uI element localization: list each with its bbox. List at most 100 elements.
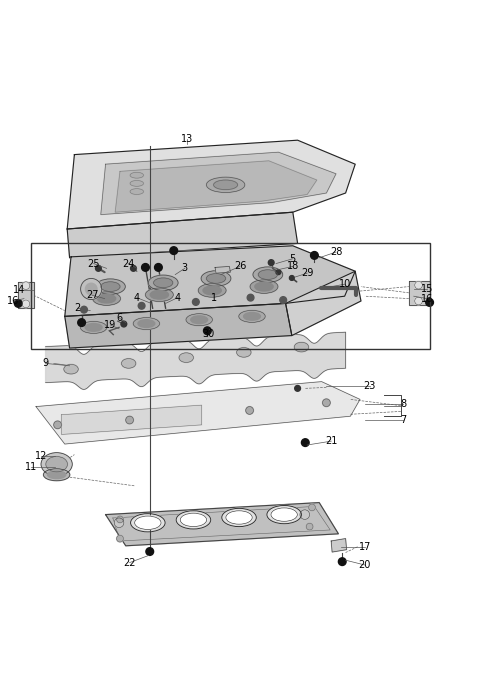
Circle shape: [338, 558, 346, 565]
Circle shape: [280, 297, 287, 304]
Circle shape: [81, 306, 87, 313]
Circle shape: [300, 510, 310, 519]
Polygon shape: [409, 281, 430, 305]
Circle shape: [415, 297, 422, 305]
Ellipse shape: [180, 513, 206, 526]
Ellipse shape: [48, 471, 66, 479]
Text: 4: 4: [134, 292, 140, 303]
Text: 23: 23: [363, 381, 376, 392]
Text: 18: 18: [287, 262, 299, 272]
Polygon shape: [18, 282, 34, 309]
Ellipse shape: [121, 359, 136, 369]
Circle shape: [22, 282, 30, 290]
Circle shape: [276, 270, 281, 274]
Text: 29: 29: [301, 268, 313, 279]
Text: 16: 16: [7, 296, 20, 306]
Ellipse shape: [85, 324, 102, 332]
Ellipse shape: [43, 469, 70, 481]
Circle shape: [323, 399, 330, 407]
Circle shape: [126, 416, 133, 424]
Circle shape: [117, 516, 123, 523]
Ellipse shape: [294, 342, 309, 352]
Ellipse shape: [148, 275, 178, 290]
Ellipse shape: [271, 508, 297, 521]
Ellipse shape: [186, 313, 212, 326]
Circle shape: [14, 299, 22, 307]
Text: 17: 17: [359, 542, 371, 551]
Circle shape: [268, 260, 274, 265]
Ellipse shape: [243, 313, 260, 320]
Text: 15: 15: [421, 284, 433, 294]
Text: 5: 5: [289, 254, 296, 264]
Text: 21: 21: [325, 436, 337, 446]
Text: 24: 24: [122, 258, 135, 269]
Polygon shape: [106, 503, 338, 546]
Polygon shape: [65, 246, 355, 316]
Ellipse shape: [131, 514, 165, 532]
Ellipse shape: [222, 508, 256, 526]
Text: 22: 22: [123, 558, 136, 567]
Circle shape: [138, 302, 145, 309]
Ellipse shape: [96, 279, 125, 295]
Bar: [31, 244, 430, 349]
Ellipse shape: [93, 292, 120, 305]
Text: 20: 20: [359, 560, 371, 570]
Polygon shape: [67, 212, 298, 258]
Ellipse shape: [203, 286, 221, 295]
Ellipse shape: [237, 348, 251, 357]
Circle shape: [155, 264, 162, 272]
Ellipse shape: [250, 280, 278, 293]
Ellipse shape: [253, 267, 283, 282]
Text: 25: 25: [87, 258, 100, 269]
Polygon shape: [286, 272, 361, 336]
Ellipse shape: [138, 320, 155, 327]
Circle shape: [81, 279, 102, 299]
Ellipse shape: [130, 188, 144, 195]
Circle shape: [142, 264, 149, 272]
Circle shape: [247, 295, 254, 301]
Circle shape: [301, 439, 309, 447]
Ellipse shape: [97, 295, 116, 303]
Ellipse shape: [226, 511, 252, 524]
Text: 19: 19: [104, 320, 117, 330]
Circle shape: [96, 265, 101, 272]
Circle shape: [246, 407, 253, 415]
Circle shape: [192, 299, 199, 305]
Ellipse shape: [101, 282, 120, 291]
Ellipse shape: [176, 511, 211, 529]
Circle shape: [311, 251, 318, 259]
Text: 9: 9: [43, 358, 48, 369]
Ellipse shape: [133, 318, 159, 329]
Ellipse shape: [154, 278, 173, 288]
Circle shape: [131, 265, 136, 272]
Circle shape: [121, 321, 127, 327]
Text: 3: 3: [182, 263, 188, 274]
Ellipse shape: [130, 172, 144, 178]
Ellipse shape: [198, 283, 226, 297]
Text: 8: 8: [400, 399, 406, 409]
Text: 30: 30: [203, 329, 215, 339]
Circle shape: [78, 319, 85, 327]
Ellipse shape: [214, 180, 238, 190]
Text: 14: 14: [13, 285, 25, 295]
Polygon shape: [115, 161, 317, 212]
Circle shape: [170, 247, 178, 255]
Text: 27: 27: [86, 290, 98, 300]
Text: 7: 7: [400, 415, 407, 425]
Polygon shape: [67, 140, 355, 229]
Polygon shape: [36, 382, 360, 444]
Text: 28: 28: [330, 247, 342, 257]
Text: 16: 16: [421, 294, 433, 304]
Ellipse shape: [239, 311, 265, 322]
Text: 4: 4: [175, 292, 180, 303]
Ellipse shape: [145, 288, 173, 302]
Circle shape: [117, 535, 123, 542]
Circle shape: [289, 276, 294, 281]
Ellipse shape: [64, 364, 78, 374]
Ellipse shape: [150, 290, 168, 299]
Ellipse shape: [191, 316, 207, 324]
Ellipse shape: [41, 453, 72, 476]
Text: 6: 6: [116, 313, 122, 322]
Circle shape: [114, 518, 124, 528]
Polygon shape: [46, 332, 346, 389]
